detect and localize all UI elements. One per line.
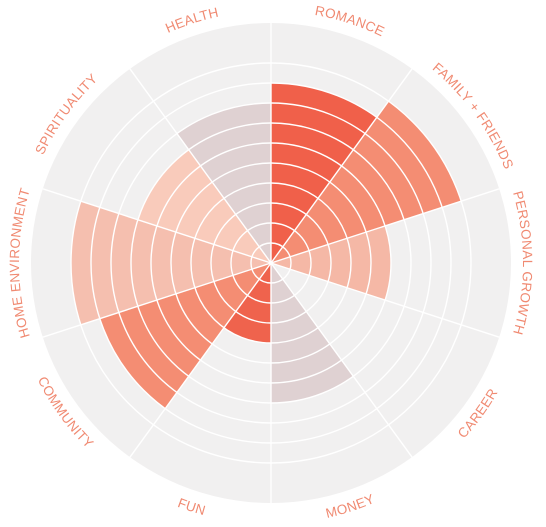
grid-spoke — [270, 262, 413, 458]
grid-spoke — [270, 262, 500, 338]
label-fun-path: FUN — [176, 495, 207, 518]
grid-spoke — [129, 262, 272, 458]
segment-family-friends — [271, 101, 462, 263]
grid-spoke — [42, 262, 272, 338]
grid — [42, 23, 500, 503]
label-fun: FUN — [176, 495, 208, 518]
grid-spoke — [270, 188, 500, 264]
grid-spoke — [270, 68, 413, 264]
label-personal-growth-path: PERSONAL GROWTH — [510, 189, 535, 336]
segment-romance — [271, 83, 377, 263]
label-home-environment-path: HOME ENVIRONMENT — [7, 186, 33, 339]
label-personal-growth: PERSONAL GROWTH — [510, 189, 535, 336]
segment-fun — [223, 263, 271, 343]
segment-spirituality — [137, 149, 271, 263]
segment-community — [99, 263, 271, 409]
label-home-environment: HOME ENVIRONMENT — [7, 186, 33, 339]
grid-spoke — [42, 188, 272, 264]
segment-health — [176, 103, 271, 263]
label-money-path: MONEY — [324, 491, 376, 521]
label-money: MONEY — [324, 491, 376, 521]
grid-spoke — [129, 68, 272, 264]
